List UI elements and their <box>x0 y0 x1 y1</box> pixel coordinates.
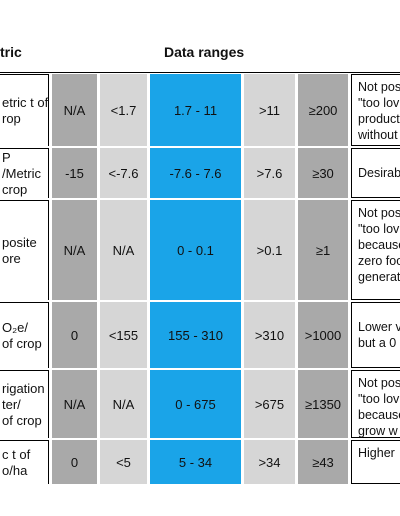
metric-cell: etric t of rop <box>0 74 49 146</box>
range-cell-3: >34 <box>244 440 295 484</box>
note-line: Not pos <box>358 206 400 220</box>
range-cell-3: >675 <box>244 370 295 438</box>
note-line: "too lov <box>358 392 400 406</box>
range-cell-1: <155 <box>100 302 147 368</box>
range-cell-0: N/A <box>52 74 97 146</box>
note-line: "too lov <box>358 96 400 110</box>
range-cell-0: N/A <box>52 200 97 300</box>
metric-column-header: tric <box>0 44 22 60</box>
metric-line: rigation <box>2 380 45 396</box>
table-row: etric t of rop N/A <1.7 1.7 - 11 >11 ≥200 Not p… <box>0 74 400 146</box>
note-cell: Not pos "too lov because grow w <box>351 370 400 438</box>
note-line: Lower v <box>358 320 400 334</box>
metric-line: rop <box>2 110 21 126</box>
table-row: posite ore N/A N/A 0 - 0.1 >0.1 ≥1 Not pos "too … <box>0 200 400 300</box>
range-cell-2: 5 - 34 <box>150 440 241 484</box>
table-row: c t of o/ha 0 <5 5 - 34 >34 ≥43 Higher <box>0 440 400 484</box>
table-row: O₂e/of crop 0 <155 155 - 310 >310 >1000 Lower … <box>0 302 400 368</box>
metric-line: etric t of <box>2 94 49 110</box>
note-line: zero foo <box>358 254 400 268</box>
metric-line: of crop <box>2 335 42 351</box>
range-cell-2: 0 - 675 <box>150 370 241 438</box>
range-cell-2: 0 - 0.1 <box>150 200 241 300</box>
note-line: but a 0 <box>358 336 397 350</box>
note-line: Not pos <box>358 80 400 94</box>
note-cell: Desirab <box>351 148 400 198</box>
range-cell-2: 1.7 - 11 <box>150 74 241 146</box>
metric-line: of crop <box>2 412 42 428</box>
range-cell-0: -15 <box>52 148 97 198</box>
note-line: because <box>358 238 400 252</box>
metric-cell: O₂e/of crop <box>0 302 49 368</box>
range-cell-2: -7.6 - 7.6 <box>150 148 241 198</box>
range-cell-2: 155 - 310 <box>150 302 241 368</box>
table-row: rigation ter/of crop N/A N/A 0 - 675 >675 ≥135… <box>0 370 400 438</box>
metric-line: o/ha <box>2 462 28 478</box>
note-cell: Not pos "too lov because zero foo generat <box>351 200 400 300</box>
metric-line: O₂e/ <box>2 319 28 335</box>
range-cell-1: <-7.6 <box>100 148 147 198</box>
metric-line: crop <box>2 181 28 197</box>
note-line: grow w <box>358 424 398 438</box>
metric-cell: posite ore <box>0 200 49 300</box>
metric-line: ter/ <box>2 396 21 412</box>
note-line: Higher <box>358 446 395 460</box>
metric-line: posite <box>2 234 37 250</box>
metric-line: /Metric <box>2 165 41 181</box>
range-cell-0: 0 <box>52 302 97 368</box>
metric-line: P <box>2 149 11 165</box>
range-cell-4: ≥1 <box>298 200 348 300</box>
note-line: "too lov <box>358 222 400 236</box>
range-cell-3: >310 <box>244 302 295 368</box>
note-cell: Higher <box>351 440 400 484</box>
metric-cell: rigation ter/of crop <box>0 370 49 438</box>
note-cell: Not pos "too lov product without <box>351 74 400 146</box>
note-line: product <box>358 112 400 126</box>
range-cell-3: >7.6 <box>244 148 295 198</box>
range-cell-1: <5 <box>100 440 147 484</box>
range-cell-1: N/A <box>100 370 147 438</box>
table-row: P/Metric crop -15 <-7.6 -7.6 - 7.6 >7.6 ≥30 Des… <box>0 148 400 198</box>
range-cell-1: <1.7 <box>100 74 147 146</box>
note-line: Not pos <box>358 376 400 390</box>
metric-line: ore <box>2 250 21 266</box>
range-cell-1: N/A <box>100 200 147 300</box>
range-cell-4: >1000 <box>298 302 348 368</box>
note-line: without <box>358 128 398 142</box>
range-cell-0: N/A <box>52 370 97 438</box>
range-cell-3: >0.1 <box>244 200 295 300</box>
range-cell-3: >11 <box>244 74 295 146</box>
metric-cell: P/Metric crop <box>0 148 49 198</box>
range-cell-4: ≥1350 <box>298 370 348 438</box>
range-cell-0: 0 <box>52 440 97 484</box>
note-line: Desirab <box>358 166 400 180</box>
note-cell: Lower v but a 0 <box>351 302 400 368</box>
data-ranges-header: Data ranges <box>164 44 245 60</box>
header-divider <box>0 72 400 73</box>
metric-cell: c t of o/ha <box>0 440 49 484</box>
note-line: because <box>358 408 400 422</box>
range-cell-4: ≥43 <box>298 440 348 484</box>
note-line: generat <box>358 270 400 284</box>
metric-line: c t of <box>2 446 31 462</box>
range-cell-4: ≥200 <box>298 74 348 146</box>
range-cell-4: ≥30 <box>298 148 348 198</box>
